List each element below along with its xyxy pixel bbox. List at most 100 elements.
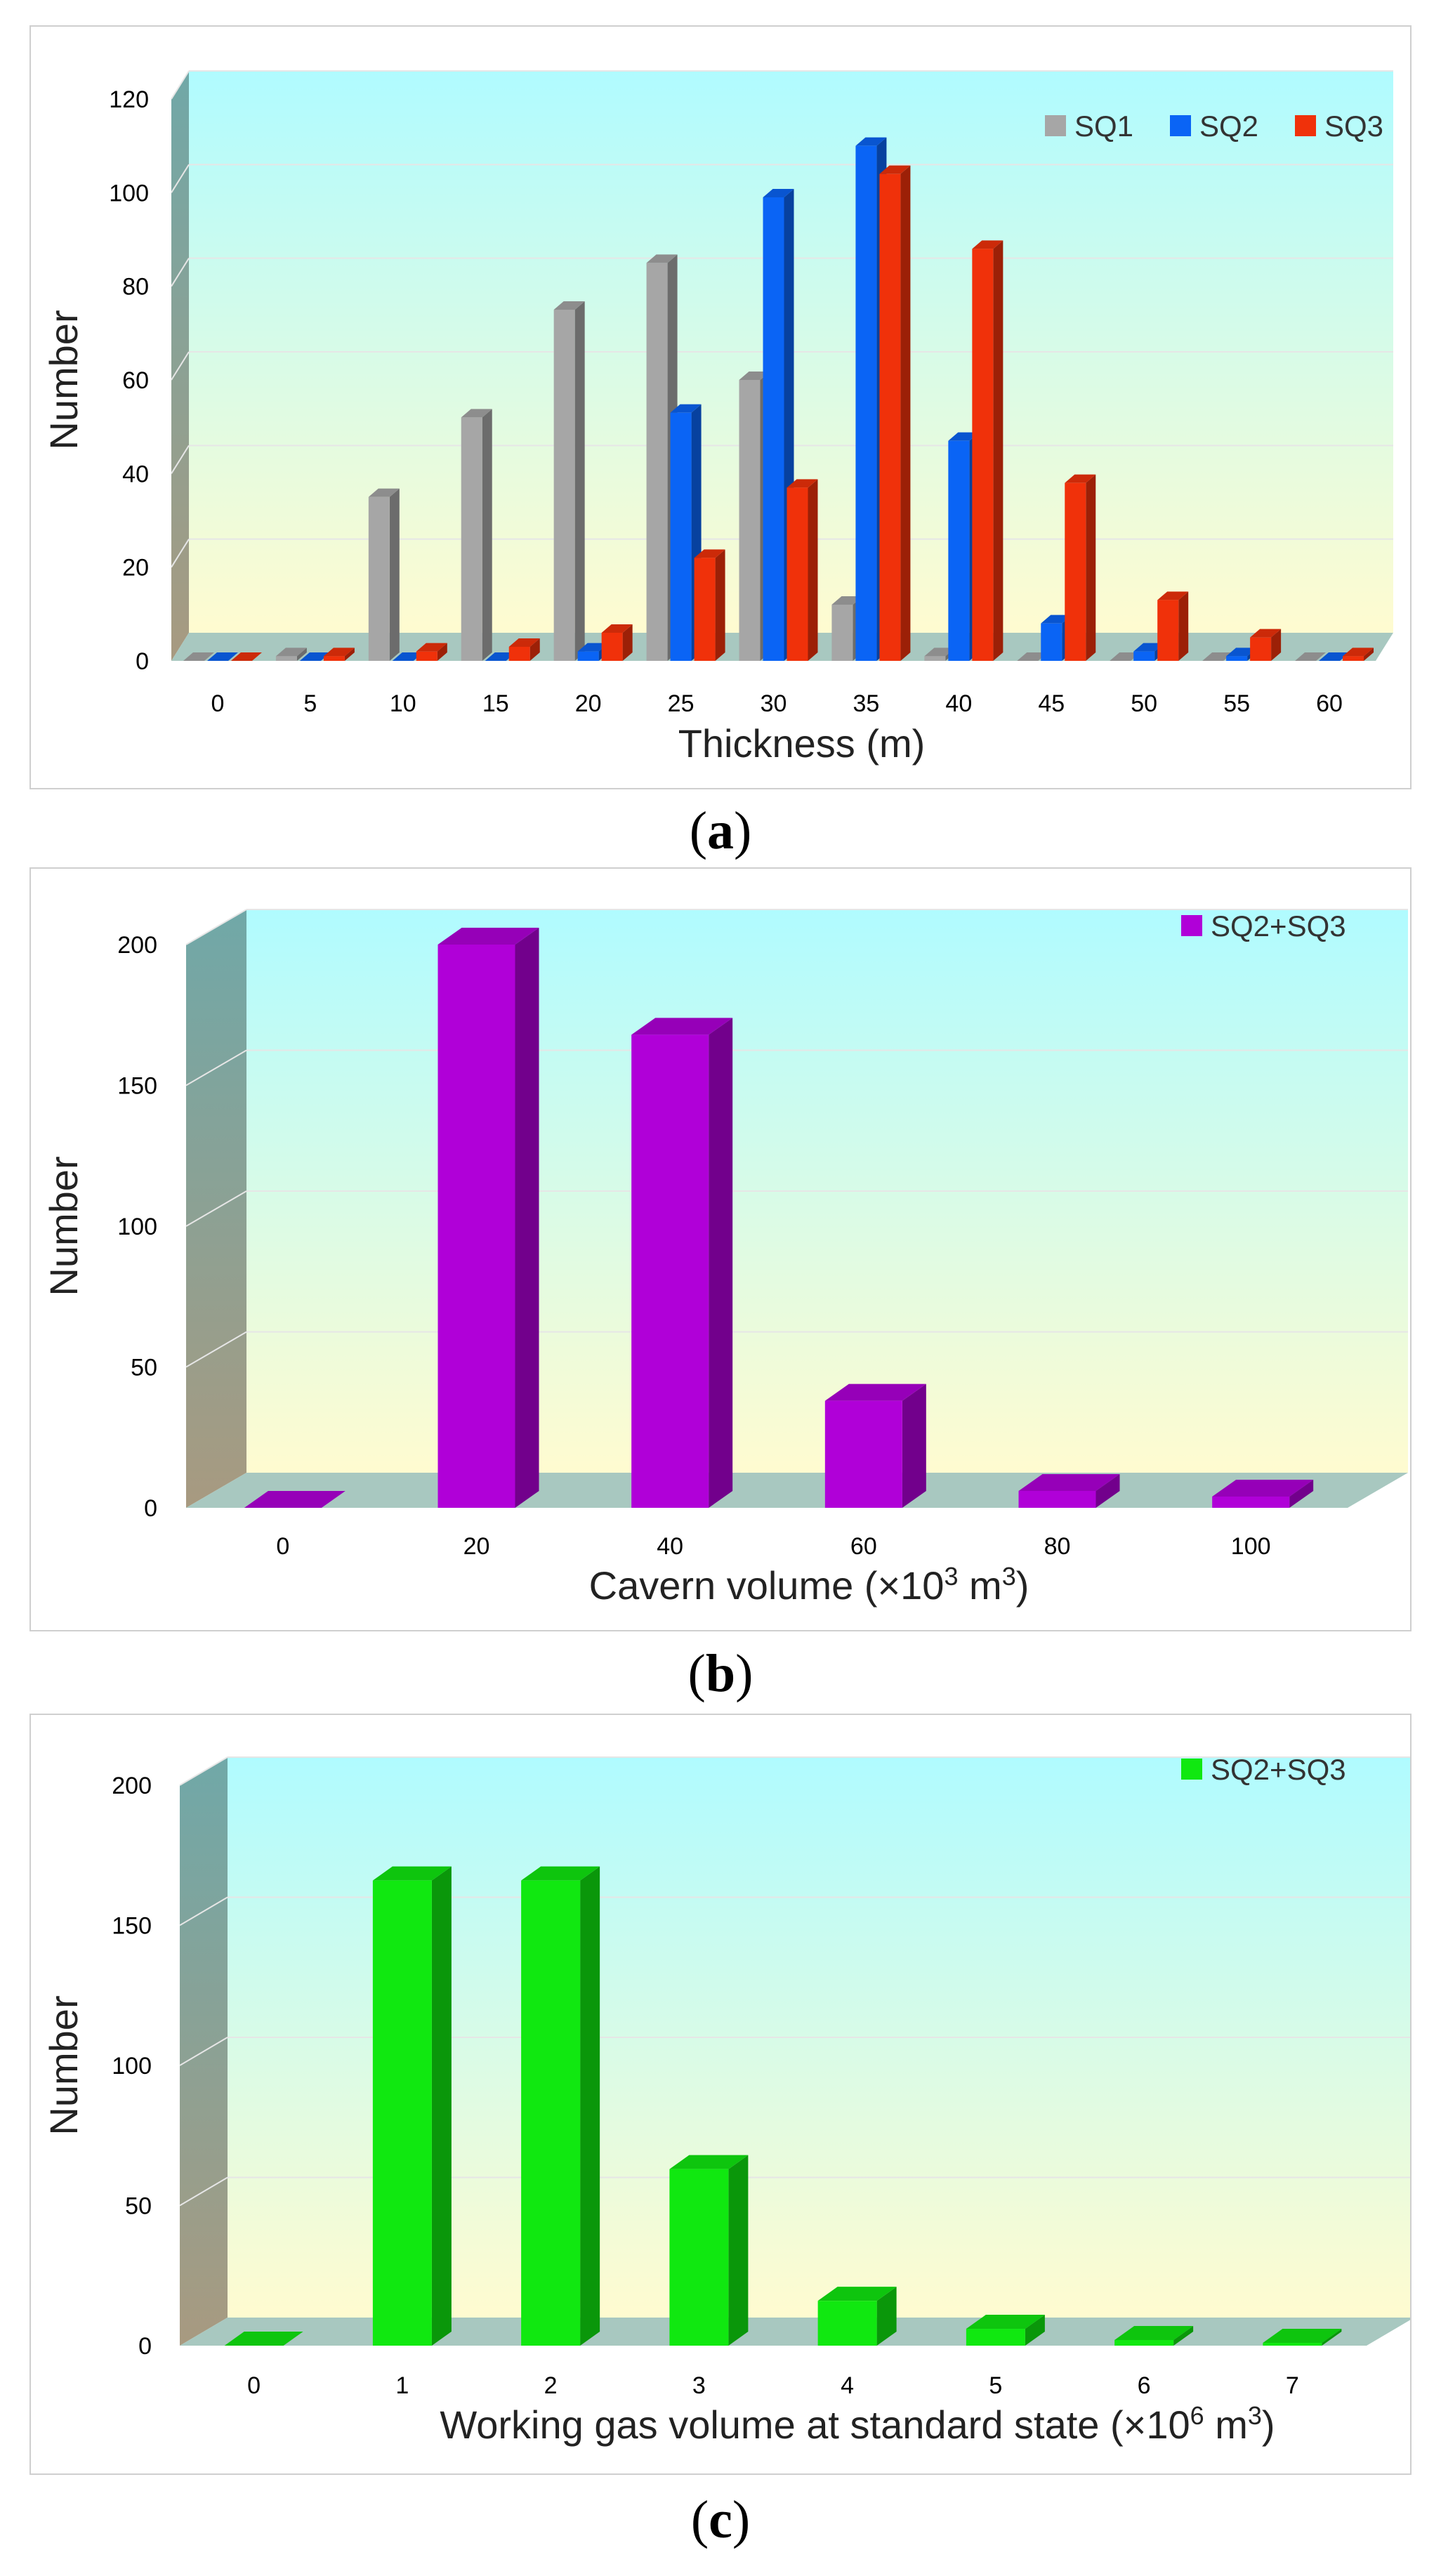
bar-sq3 bbox=[879, 165, 911, 661]
bar-front bbox=[1212, 1496, 1290, 1508]
y-tick-label: 100 bbox=[117, 1214, 157, 1240]
bar-sq3 bbox=[1250, 629, 1282, 661]
y-tick-label: 150 bbox=[117, 1073, 157, 1100]
bar-sq2 bbox=[485, 652, 516, 661]
bar-sq3 bbox=[601, 624, 633, 661]
bar-sq3 bbox=[694, 549, 725, 661]
bar-side bbox=[1271, 629, 1282, 661]
bar-top bbox=[694, 549, 725, 558]
chart-panel-b: 0 50 100 150 200 0 20 40 60 80 100 Cavern volume (×… bbox=[29, 867, 1412, 1631]
x-tick-label: 25 bbox=[668, 690, 695, 717]
bar-top bbox=[1041, 615, 1072, 624]
bar-side bbox=[431, 1866, 452, 2346]
legend-swatch bbox=[1045, 115, 1066, 136]
x-axis-title: Working gas volume at standard state (×1… bbox=[440, 2401, 1275, 2447]
bar-top bbox=[1065, 474, 1096, 483]
bar-side bbox=[437, 643, 447, 661]
bar-top bbox=[817, 2287, 897, 2301]
y-tick-label: 100 bbox=[112, 2053, 152, 2079]
x-tick-label: 15 bbox=[482, 690, 509, 717]
y-tick-label: 0 bbox=[136, 648, 149, 675]
bar-sq2-sq3 bbox=[669, 2155, 749, 2346]
x-tick-label: 0 bbox=[247, 2372, 261, 2399]
bar-top bbox=[1226, 648, 1258, 657]
bar-top bbox=[461, 409, 492, 418]
y-tick-label: 100 bbox=[109, 180, 149, 206]
bar-sq2-sq3 bbox=[966, 2315, 1045, 2346]
bar-sq1 bbox=[1202, 652, 1234, 661]
bar-side bbox=[1322, 2329, 1342, 2346]
bar-top bbox=[669, 2155, 749, 2169]
bar-front bbox=[824, 1400, 902, 1508]
bar-side bbox=[900, 165, 911, 661]
bar-front bbox=[1157, 600, 1179, 661]
bar-front bbox=[323, 656, 345, 661]
bar-top bbox=[275, 648, 307, 657]
legend-label: SQ2+SQ3 bbox=[1211, 909, 1346, 942]
bar-sq2 bbox=[299, 652, 331, 661]
bar-side bbox=[296, 648, 307, 661]
gridline bbox=[179, 1756, 228, 1786]
bar-top bbox=[183, 652, 214, 661]
x-tick-label: 55 bbox=[1223, 690, 1250, 717]
gridline bbox=[185, 1049, 247, 1086]
y-axis-title: Number bbox=[41, 310, 86, 449]
caption-a: (a) bbox=[689, 801, 752, 860]
caption-b: (b) bbox=[687, 1644, 754, 1703]
legend-label: SQ2+SQ3 bbox=[1211, 1753, 1346, 1786]
bar-front bbox=[972, 249, 994, 661]
bar-front bbox=[553, 310, 575, 661]
x-tick-label: 100 bbox=[1231, 1533, 1271, 1560]
x-axis-title: Thickness (m) bbox=[678, 721, 926, 765]
bar-side bbox=[993, 240, 1004, 661]
bar-sq2-sq3 bbox=[1114, 2326, 1194, 2346]
bar-front bbox=[1133, 651, 1155, 661]
x-tick-label: 4 bbox=[841, 2372, 854, 2399]
bar-side bbox=[1025, 2315, 1045, 2346]
bar-top bbox=[670, 404, 702, 413]
bar-sq2-sq3 bbox=[631, 1018, 733, 1508]
bar-front bbox=[739, 380, 761, 661]
legend-label: SQ1 bbox=[1074, 110, 1133, 143]
bar-sq2-sq3 bbox=[1263, 2329, 1342, 2346]
bar-side bbox=[515, 928, 539, 1508]
bar-sq2 bbox=[1319, 652, 1350, 661]
bar-sq2-sq3 bbox=[372, 1866, 452, 2346]
legend-label: SQ2 bbox=[1199, 110, 1258, 143]
bar-sq2-sq3 bbox=[437, 928, 539, 1508]
bar-top bbox=[392, 652, 423, 661]
bar-front bbox=[1343, 656, 1364, 661]
bar-side bbox=[529, 638, 540, 661]
bar-top bbox=[485, 652, 516, 661]
bar-sq3 bbox=[1065, 474, 1096, 661]
bar-sq1 bbox=[1017, 652, 1048, 661]
y-axis-title: Number bbox=[41, 1995, 86, 2135]
bar-top bbox=[879, 165, 911, 174]
bar-front bbox=[631, 1034, 709, 1508]
gridline bbox=[171, 70, 190, 100]
bar-top bbox=[631, 1018, 733, 1035]
bar-top bbox=[437, 928, 539, 945]
bar-top bbox=[244, 1491, 346, 1508]
gridline bbox=[171, 164, 190, 193]
bar-side bbox=[1173, 2326, 1194, 2346]
bar-front bbox=[694, 558, 716, 661]
bar-top bbox=[230, 652, 262, 661]
bar-front bbox=[817, 2301, 877, 2346]
bar-front bbox=[1250, 637, 1272, 661]
bar-side bbox=[876, 2287, 897, 2346]
bar-sq3 bbox=[1157, 591, 1189, 661]
bar-sq2-sq3 bbox=[817, 2287, 897, 2346]
bar-sq3 bbox=[323, 648, 355, 661]
bar-top bbox=[1263, 2329, 1342, 2344]
bar-sq3 bbox=[230, 652, 262, 661]
bar-top bbox=[1343, 648, 1374, 657]
bar-front bbox=[670, 412, 692, 661]
x-tick-label: 50 bbox=[1131, 690, 1157, 717]
bar-sq1 bbox=[553, 301, 585, 661]
bar-side bbox=[709, 1018, 733, 1508]
bar-top bbox=[206, 652, 238, 661]
bar-top bbox=[948, 432, 980, 441]
bar-front bbox=[1114, 2340, 1174, 2346]
bar-front bbox=[437, 945, 515, 1508]
